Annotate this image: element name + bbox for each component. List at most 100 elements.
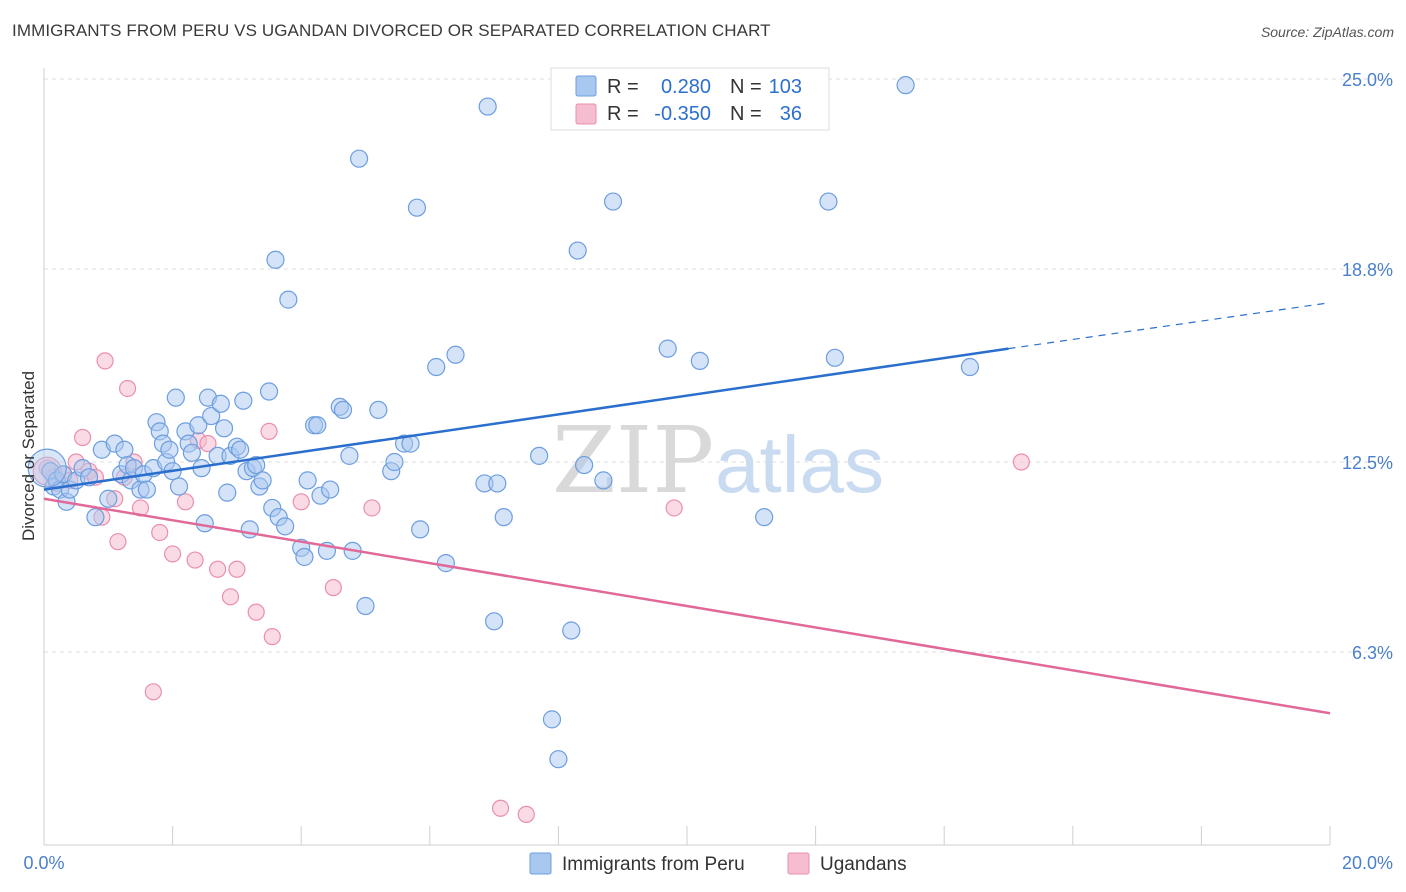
chart-title: IMMIGRANTS FROM PERU VS UGANDAN DIVORCED… [12, 21, 771, 40]
series-legend: Immigrants from Peru Ugandans [529, 852, 907, 875]
legend-n-label-uganda: N = [730, 103, 762, 125]
peru-point [755, 508, 774, 527]
correlation-legend: R = 0.280 N = 103 R = -0.350 N = 36 [550, 67, 830, 131]
ugandans-point [228, 560, 246, 578]
ugandans-point [263, 628, 281, 646]
legend-box [550, 67, 830, 131]
peru-point [436, 554, 455, 573]
peru-point [427, 357, 446, 377]
peru-point [542, 710, 562, 729]
legend-n-value-peru: 103 [769, 76, 802, 98]
ugandans-point [209, 560, 227, 578]
peru-point [385, 452, 404, 472]
peru-point [658, 339, 677, 358]
peru-point [240, 520, 259, 539]
peru-point [137, 480, 156, 499]
peru-point [279, 290, 298, 309]
ugandans-point [324, 579, 342, 597]
ugandans-point [199, 435, 217, 453]
grid-lines [44, 78, 1394, 653]
peru-point [202, 406, 221, 426]
peru-point [169, 477, 189, 496]
legend-n-value-uganda: 36 [780, 103, 802, 125]
peru-point [195, 514, 214, 533]
watermark: ZIP atlas [552, 407, 884, 514]
peru-point [896, 76, 915, 95]
peru-point [259, 382, 279, 401]
peru-point [166, 388, 185, 407]
peru-point [182, 443, 201, 462]
y-tick-label: 25.0% [1342, 70, 1393, 90]
legend-r-value-peru: 0.280 [661, 76, 711, 98]
peru-point [369, 400, 388, 420]
peru-point [478, 97, 497, 116]
peru-point [603, 192, 623, 211]
legend-swatch-peru [575, 75, 597, 97]
ugandans-point [164, 545, 182, 563]
ugandans-point [517, 805, 535, 823]
peru-point [594, 471, 613, 490]
bottom-legend-swatch-peru [529, 852, 552, 875]
bottom-legend-label-peru: Immigrants from Peru [562, 854, 745, 875]
ugandans-point [292, 493, 310, 511]
y-tick-label: 18.8% [1342, 260, 1393, 280]
y-axis-title: Divorced or Separated [19, 371, 38, 541]
peru-point [86, 508, 105, 527]
peru-point [115, 440, 134, 459]
peru-point [411, 520, 430, 539]
bottom-legend-label-uganda: Ugandans [820, 854, 907, 875]
ugandans-point [247, 603, 265, 621]
peru-point [819, 192, 838, 211]
peru-point [825, 348, 844, 367]
ugandans-trend-line [43, 497, 1331, 715]
peru-point [214, 419, 234, 438]
bottom-legend-swatch-uganda [787, 852, 810, 875]
peru-point [321, 480, 340, 499]
trend-lines [43, 302, 1331, 715]
peru-point [494, 508, 513, 527]
peru-trend-line [43, 347, 1009, 491]
peru-point [253, 471, 272, 490]
peru-point [349, 149, 369, 168]
peru-point [485, 612, 504, 631]
peru-point [234, 391, 253, 410]
legend-r-label-peru: R = [607, 76, 639, 98]
x-tick-label-max: 20.0% [1342, 853, 1393, 873]
peru-point [407, 198, 427, 217]
watermark-atlas: atlas [715, 420, 884, 509]
ugandans-point [151, 523, 169, 542]
y-tick-labels: 6.3% 12.5% 18.8% 25.0% [1342, 70, 1393, 663]
peru-point [340, 446, 359, 465]
peru-point [308, 416, 327, 435]
peru-cluster-point [27, 448, 67, 488]
ugandans-point [363, 499, 381, 517]
peru-point [99, 489, 118, 508]
y-tick-label: 6.3% [1352, 643, 1393, 663]
ugandans-point [144, 683, 162, 701]
peru-trend-extension [1008, 302, 1331, 350]
peru-point [298, 471, 317, 490]
peru-point [333, 400, 353, 420]
peru-point [690, 351, 709, 370]
legend-n-label-peru: N = [730, 76, 762, 98]
peru-points [27, 76, 980, 769]
peru-point [568, 241, 587, 260]
axes [43, 68, 1331, 846]
ugandans-point [176, 493, 195, 511]
ugandans-point [1012, 453, 1030, 471]
peru-point [266, 250, 285, 269]
y-tick-label: 12.5% [1342, 453, 1393, 473]
peru-point [218, 483, 237, 502]
peru-point [549, 750, 568, 769]
peru-point [488, 474, 507, 493]
peru-point [562, 621, 581, 640]
peru-point [247, 455, 266, 475]
source-credit: Source: ZipAtlas.com [1260, 24, 1394, 40]
x-tick-labels: 0.0% 20.0% [23, 853, 1393, 873]
ugandans-point [491, 799, 510, 817]
ugandans-point [221, 588, 240, 606]
x-tick-label-min: 0.0% [23, 853, 64, 873]
legend-r-value-uganda: -0.350 [654, 103, 711, 125]
peru-point [575, 455, 594, 475]
